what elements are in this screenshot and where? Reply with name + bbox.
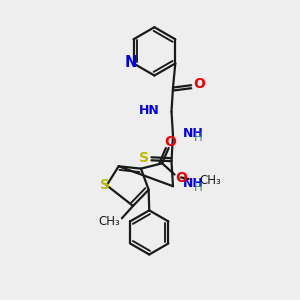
Text: N: N <box>125 55 137 70</box>
Text: HN: HN <box>138 104 159 117</box>
Text: O: O <box>193 77 205 91</box>
Text: NH: NH <box>183 127 204 140</box>
Text: CH₃: CH₃ <box>99 215 120 228</box>
Text: NH: NH <box>183 177 204 190</box>
Text: CH₃: CH₃ <box>200 174 222 187</box>
Text: O: O <box>164 134 176 148</box>
Text: S: S <box>139 151 148 165</box>
Text: O: O <box>176 171 188 185</box>
Text: S: S <box>100 178 110 192</box>
Text: H: H <box>194 131 203 144</box>
Text: H: H <box>194 182 203 194</box>
